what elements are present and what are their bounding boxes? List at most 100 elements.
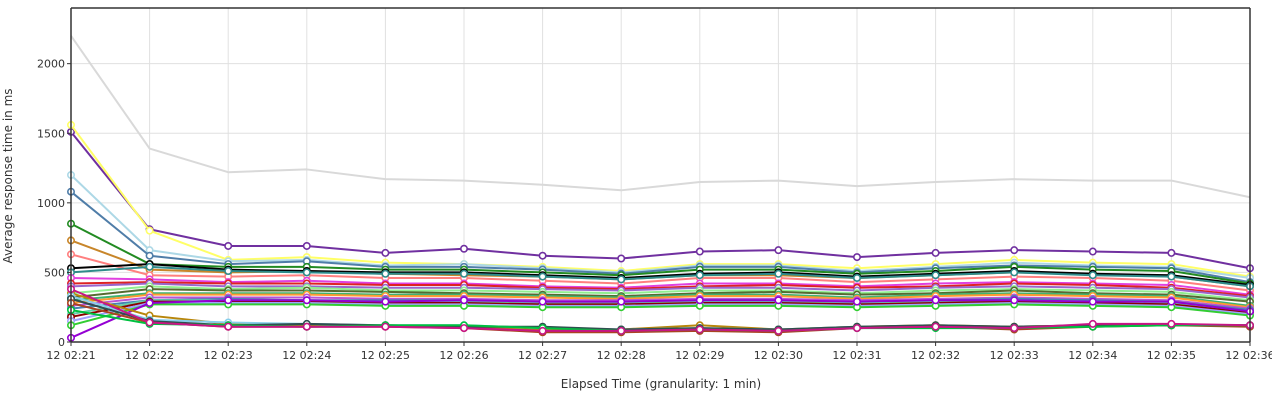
x-tick-label: 12 02:25 (361, 349, 410, 362)
data-point (617, 326, 626, 335)
data-point (931, 296, 940, 305)
data-point (145, 262, 154, 271)
series-line (70, 124, 1251, 278)
series-group (70, 35, 1251, 199)
data-point (302, 322, 311, 331)
x-tick-label: 12 02:36 (1225, 349, 1272, 362)
series-line (70, 190, 1251, 284)
data-point (1167, 319, 1176, 328)
series-group (67, 171, 1255, 282)
data-point (302, 241, 311, 250)
x-tick-label: 12 02:29 (675, 349, 724, 362)
series-line (70, 288, 1251, 303)
data-point (224, 267, 233, 276)
data-point (931, 271, 940, 280)
data-point (224, 322, 233, 331)
x-tick-label: 12 02:28 (597, 349, 646, 362)
data-point (538, 297, 547, 306)
data-point (695, 325, 704, 334)
series-line (70, 265, 1251, 288)
data-point (224, 241, 233, 250)
data-point (1167, 248, 1176, 257)
data-point (1167, 272, 1176, 281)
data-point (538, 251, 547, 260)
y-axis-title: Average response time in ms (1, 88, 15, 263)
y-tick-label: 1000 (37, 197, 65, 210)
data-point (1010, 246, 1019, 255)
data-point (459, 296, 468, 305)
series-group (67, 120, 1255, 281)
data-point (459, 269, 468, 278)
data-point (852, 297, 861, 306)
x-tick-label: 12 02:24 (282, 349, 331, 362)
series-line (70, 281, 1251, 298)
x-tick-label: 12 02:32 (911, 349, 960, 362)
data-point (381, 297, 390, 306)
data-point (459, 324, 468, 333)
data-point (145, 226, 154, 235)
data-point (538, 326, 547, 335)
x-axis-title: Elapsed Time (granularity: 1 min) (561, 377, 761, 391)
series-line (70, 174, 1251, 279)
data-point (1167, 297, 1176, 306)
series-line (70, 303, 1251, 327)
data-point (695, 296, 704, 305)
data-point (381, 269, 390, 278)
series-line (70, 263, 1251, 286)
series-line (70, 35, 1251, 199)
data-point (145, 299, 154, 308)
x-tick-label: 12 02:33 (990, 349, 1039, 362)
data-point (1010, 296, 1019, 305)
data-point (1088, 319, 1097, 328)
data-point (852, 273, 861, 282)
data-point (852, 253, 861, 262)
data-point (459, 244, 468, 253)
x-tick-label: 12 02:22 (125, 349, 174, 362)
series-line (70, 222, 1251, 285)
data-point (695, 247, 704, 256)
data-point (774, 269, 783, 278)
x-tick-label: 12 02:23 (204, 349, 253, 362)
series-line (70, 131, 1251, 270)
series-line (70, 296, 1251, 310)
x-tick-label: 12 02:34 (1068, 349, 1117, 362)
data-point (1010, 268, 1019, 277)
x-tick-label: 12 02:30 (754, 349, 803, 362)
series-line (70, 299, 1251, 339)
series-line (70, 253, 1251, 292)
x-tick-label: 12 02:27 (518, 349, 567, 362)
data-point (1088, 247, 1097, 256)
series-line (70, 300, 1251, 318)
data-point (302, 296, 311, 305)
data-point (1010, 324, 1019, 333)
data-point (1088, 271, 1097, 280)
series-line (70, 288, 1251, 332)
data-point (617, 275, 626, 284)
data-point (224, 296, 233, 305)
x-tick-label: 12 02:31 (832, 349, 881, 362)
data-point (931, 248, 940, 257)
x-tick-label: 12 02:21 (46, 349, 95, 362)
data-point (381, 248, 390, 257)
series-line (70, 285, 1251, 302)
data-point (302, 268, 311, 277)
data-point (145, 318, 154, 327)
data-point (381, 322, 390, 331)
y-tick-label: 0 (58, 336, 65, 349)
x-tick-label: 12 02:35 (1147, 349, 1196, 362)
data-point (1088, 297, 1097, 306)
series-group (67, 262, 1255, 291)
data-point (145, 251, 154, 260)
series-lines (67, 35, 1255, 342)
x-tick-label: 12 02:26 (439, 349, 488, 362)
data-point (931, 322, 940, 331)
axes: 0 500 1000 1500 2000 12 02:21 12 02:22 12 02:23… (37, 7, 1272, 362)
data-point (617, 254, 626, 263)
data-point (538, 272, 547, 281)
data-point (617, 297, 626, 306)
series-line (70, 293, 1251, 309)
data-point (852, 324, 861, 333)
data-point (774, 246, 783, 255)
